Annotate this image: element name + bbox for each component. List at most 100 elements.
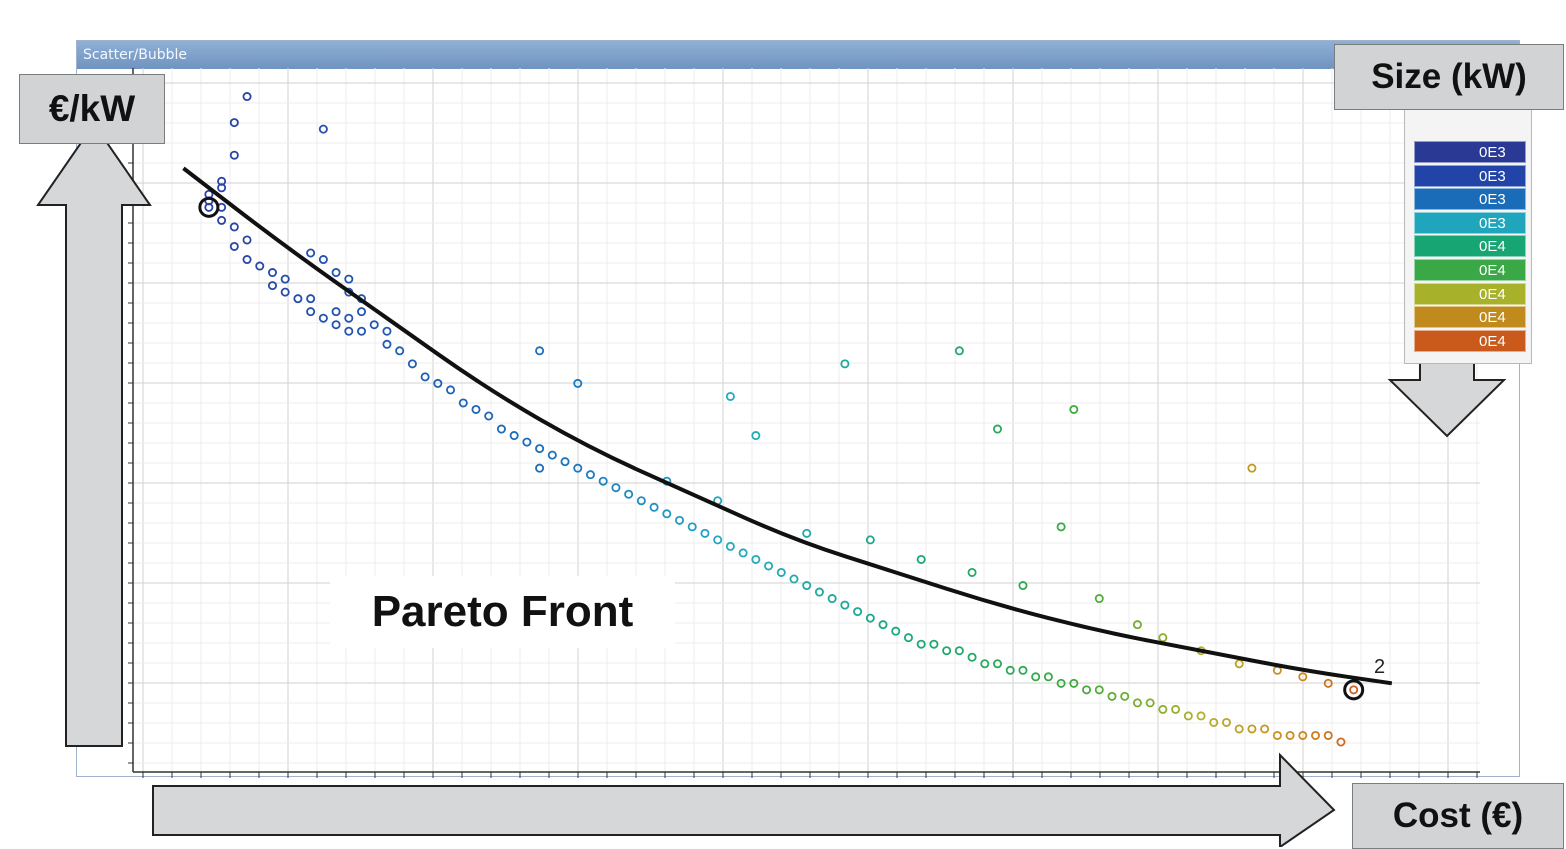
data-point	[471, 404, 481, 414]
data-point	[840, 359, 850, 369]
pareto-front-curve	[182, 166, 1393, 686]
data-point	[776, 567, 786, 577]
data-point	[293, 294, 303, 304]
data-point	[1323, 730, 1333, 740]
data-point	[573, 463, 583, 473]
data-point	[280, 274, 290, 284]
data-point	[751, 554, 761, 564]
data-point	[357, 326, 367, 336]
data-point	[217, 176, 227, 186]
data-point	[420, 372, 430, 382]
data-point	[331, 320, 341, 330]
data-point	[1260, 724, 1270, 734]
highlighted-solution	[1343, 679, 1365, 701]
data-point	[229, 222, 239, 232]
data-point	[509, 431, 519, 441]
highlighted-solutions	[198, 196, 1365, 701]
data-point	[802, 528, 812, 538]
data-point	[764, 561, 774, 571]
data-point	[1043, 672, 1053, 682]
data-point	[1209, 717, 1219, 727]
data-point	[1272, 665, 1282, 675]
data-point	[318, 124, 328, 134]
data-point	[1311, 730, 1321, 740]
data-point	[395, 346, 405, 356]
data-point	[357, 307, 367, 317]
data-point	[1323, 678, 1333, 688]
data-point	[675, 515, 685, 525]
data-point	[916, 554, 926, 564]
data-point	[891, 626, 901, 636]
data-point	[217, 215, 227, 225]
legend-item: 0E4	[1414, 235, 1526, 258]
legend-item: 0E3	[1414, 188, 1526, 211]
data-point	[535, 463, 545, 473]
data-point	[954, 646, 964, 656]
data-point	[433, 378, 443, 388]
highlighted-solution	[198, 196, 220, 218]
data-point	[865, 613, 875, 623]
data-point	[827, 594, 837, 604]
data-point	[840, 600, 850, 610]
plot-grid	[133, 68, 1480, 772]
data-point	[636, 496, 646, 506]
data-point	[662, 509, 672, 519]
data-point	[980, 659, 990, 669]
data-point	[229, 150, 239, 160]
data-point	[929, 639, 939, 649]
data-point	[1234, 659, 1244, 669]
data-point	[267, 281, 277, 291]
data-point	[1349, 685, 1359, 695]
data-point	[725, 541, 735, 551]
data-point	[242, 255, 252, 265]
data-point	[1298, 672, 1308, 682]
data-point	[535, 346, 545, 356]
data-point	[1069, 404, 1079, 414]
size-label: Size (kW)	[1334, 44, 1564, 110]
data-point	[967, 567, 977, 577]
data-point	[306, 294, 316, 304]
data-point	[382, 326, 392, 336]
data-point	[1247, 724, 1257, 734]
data-point	[446, 385, 456, 395]
data-point	[573, 378, 583, 388]
data-point	[560, 457, 570, 467]
data-point	[344, 326, 354, 336]
data-point	[331, 307, 341, 317]
data-point	[242, 92, 252, 102]
data-point	[1183, 711, 1193, 721]
data-point	[1132, 698, 1142, 708]
x-axis-label: Cost (€)	[1352, 783, 1564, 849]
up-arrow	[36, 122, 152, 747]
legend-item: 0E4	[1414, 306, 1526, 329]
data-point	[700, 528, 710, 538]
data-point	[1120, 691, 1130, 701]
data-point	[1018, 581, 1028, 591]
direction-arrows	[36, 106, 1507, 847]
data-point	[1018, 665, 1028, 675]
data-point	[318, 255, 328, 265]
solution-2-label: 2	[1374, 656, 1386, 678]
data-point	[802, 581, 812, 591]
data-point	[229, 118, 239, 128]
data-point	[496, 424, 506, 434]
window-title: Scatter/Bubble	[83, 47, 187, 63]
data-point	[1031, 672, 1041, 682]
data-point	[738, 548, 748, 558]
data-point	[993, 659, 1003, 669]
right-arrow	[152, 752, 1336, 847]
data-point	[1132, 620, 1142, 630]
data-point	[1005, 665, 1015, 675]
data-point	[547, 450, 557, 460]
legend-item: 0E3	[1414, 164, 1526, 187]
data-point	[382, 339, 392, 349]
data-point	[1107, 691, 1117, 701]
data-point	[1171, 704, 1181, 714]
data-point	[878, 620, 888, 630]
legend-item: 0E3	[1414, 141, 1526, 163]
data-point	[522, 437, 532, 447]
data-point	[229, 241, 239, 251]
y-axis-label: €/kW	[19, 74, 165, 144]
legend-item: 0E4	[1414, 282, 1526, 305]
